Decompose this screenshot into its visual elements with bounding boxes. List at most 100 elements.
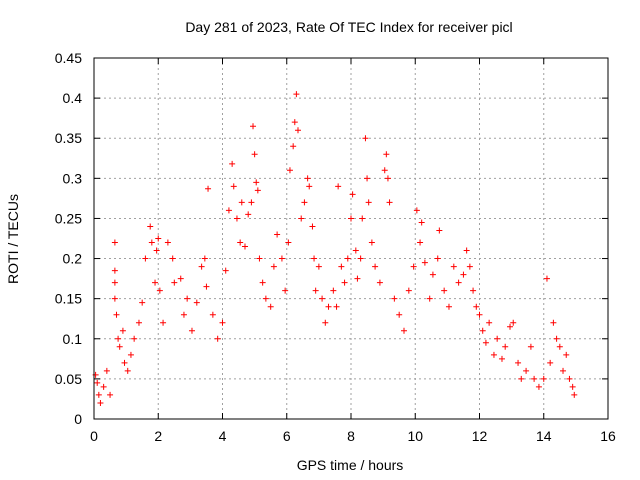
data-point (251, 151, 258, 158)
data-point (97, 399, 104, 406)
data-point (381, 167, 388, 174)
data-point (333, 303, 340, 310)
y-tick-label: 0.05 (55, 371, 82, 387)
data-point (245, 211, 252, 218)
data-point (209, 311, 216, 318)
data-point (571, 391, 578, 398)
data-point (147, 223, 154, 230)
data-point (116, 343, 123, 350)
data-point (421, 259, 428, 266)
data-point (148, 239, 155, 246)
data-point (100, 383, 107, 390)
data-point (219, 319, 226, 326)
x-tick-label: 6 (283, 428, 291, 444)
data-point (359, 215, 366, 222)
data-point (177, 275, 184, 282)
x-tick-label: 0 (90, 428, 98, 444)
data-point (386, 199, 393, 206)
data-point (111, 267, 118, 274)
data-point (103, 367, 110, 374)
data-point (230, 183, 237, 190)
data-point (256, 255, 263, 262)
y-tick-label: 0.1 (63, 331, 83, 347)
data-point (531, 375, 538, 382)
x-tick-label: 10 (407, 428, 423, 444)
data-point (135, 319, 142, 326)
x-tick-label: 4 (219, 428, 227, 444)
data-point (262, 295, 269, 302)
data-point (401, 327, 408, 334)
data-point (563, 351, 570, 358)
data-point (349, 191, 356, 198)
data-point (494, 335, 501, 342)
data-point (372, 263, 379, 270)
data-point (322, 319, 329, 326)
data-point (282, 287, 289, 294)
data-point (417, 239, 424, 246)
data-point (259, 279, 266, 286)
data-point (527, 343, 534, 350)
data-point (107, 391, 114, 398)
data-point (383, 151, 390, 158)
data-point (160, 319, 167, 326)
y-tick-label: 0 (74, 411, 82, 427)
data-point (274, 231, 281, 238)
data-point (301, 199, 308, 206)
data-point (413, 207, 420, 214)
data-point (304, 175, 311, 182)
data-point (543, 275, 550, 282)
data-point (426, 295, 433, 302)
y-tick-label: 0.4 (63, 90, 83, 106)
data-point (250, 123, 257, 130)
data-point (238, 199, 245, 206)
y-tick-label: 0.15 (55, 291, 82, 307)
data-point (434, 255, 441, 262)
data-point (344, 255, 351, 262)
data-point (556, 343, 563, 350)
data-point (180, 311, 187, 318)
data-point (131, 335, 138, 342)
x-axis-label: GPS time / hours (297, 457, 404, 473)
data-point (115, 335, 122, 342)
data-point (338, 263, 345, 270)
data-point (330, 287, 337, 294)
data-point (201, 255, 208, 262)
data-point (550, 319, 557, 326)
plot-frame (93, 57, 609, 420)
data-point (121, 359, 128, 366)
data-point (315, 263, 322, 270)
data-point (391, 295, 398, 302)
data-point (155, 235, 162, 242)
data-point (354, 275, 361, 282)
x-tick-labels: 0 2 4 6 8 10 12 14 16 (90, 428, 616, 444)
data-point (111, 279, 118, 286)
data-point (156, 287, 163, 294)
data-point (293, 91, 300, 98)
data-point (124, 367, 131, 374)
data-point (312, 287, 319, 294)
y-tick-labels: 0 0.05 0.1 0.15 0.2 0.25 0.3 0.35 0.4 0.45 (55, 50, 82, 427)
data-point (184, 295, 191, 302)
data-point (153, 247, 160, 254)
data-point (298, 215, 305, 222)
data-point (214, 335, 221, 342)
data-point (479, 327, 486, 334)
data-point (418, 219, 425, 226)
y-tick-label: 0.2 (63, 251, 83, 267)
data-point (436, 227, 443, 234)
data-point (142, 255, 149, 262)
data-point (460, 271, 467, 278)
data-point (348, 215, 354, 222)
data-point (205, 185, 212, 192)
data-points (92, 91, 578, 406)
x-tick-label: 2 (154, 428, 162, 444)
x-tick-label: 14 (536, 428, 552, 444)
x-tick-label: 8 (347, 428, 355, 444)
data-point (94, 379, 101, 386)
data-point (111, 295, 118, 302)
data-point (515, 359, 522, 366)
data-point (473, 303, 480, 310)
data-point (560, 367, 567, 374)
chart-title: Day 281 of 2023, Rate Of TEC Index for r… (185, 19, 512, 35)
data-point (254, 187, 261, 194)
